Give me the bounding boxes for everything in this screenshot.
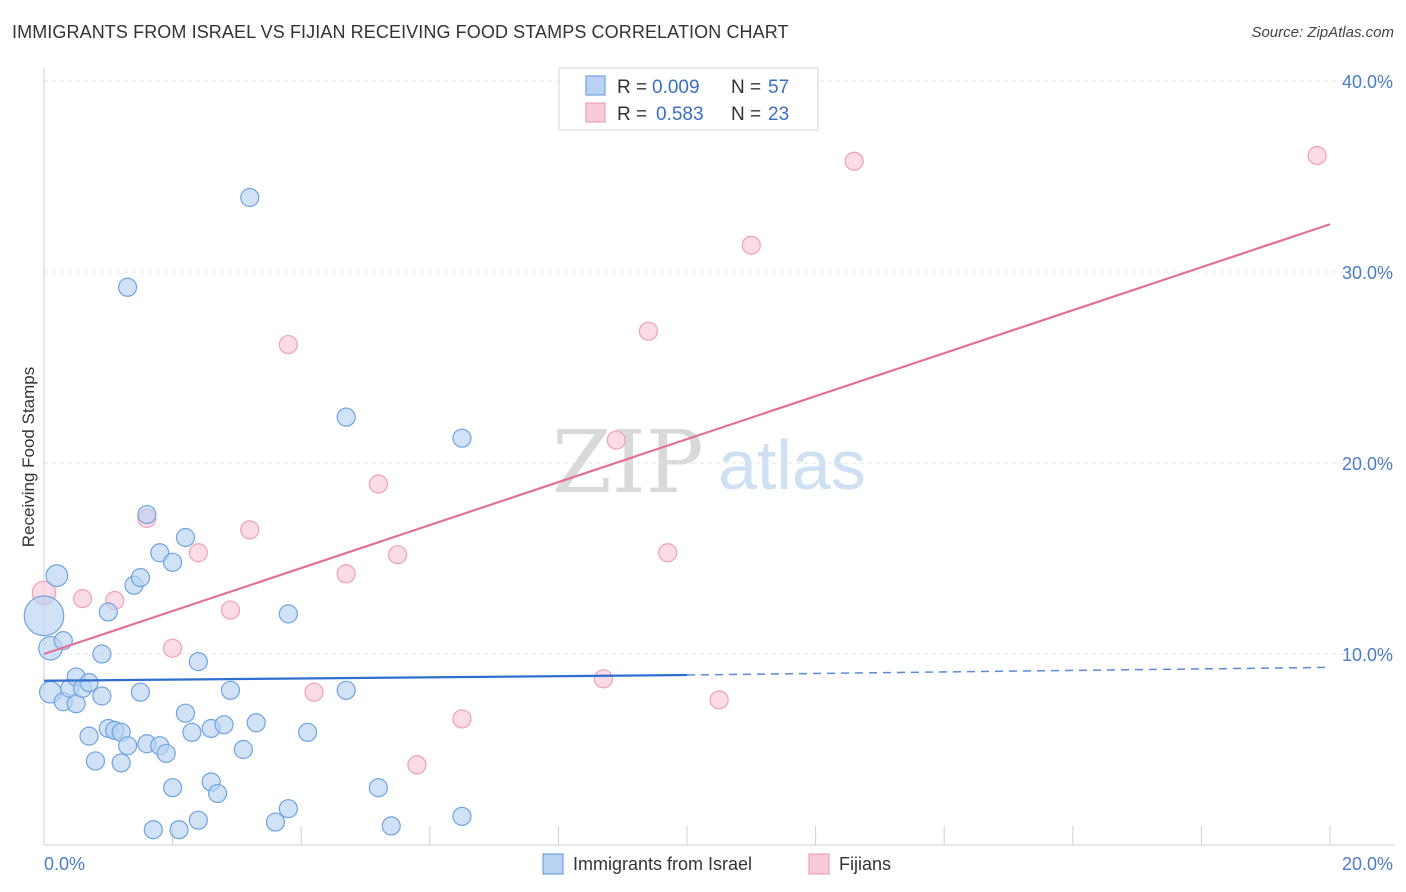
watermark-atlas: atlas xyxy=(718,426,866,504)
legend-swatch-fijians xyxy=(585,102,606,123)
fijian-trend-line xyxy=(43,223,1331,656)
israel-point xyxy=(208,783,228,804)
fijians-points xyxy=(31,145,1327,775)
fijian-point xyxy=(163,638,183,658)
israel-point xyxy=(214,715,234,735)
y-tick-labels: 10.0% 20.0% 30.0% 40.0% xyxy=(1342,72,1393,665)
israel-point xyxy=(150,543,170,563)
bottom-legend-swatch-fijians xyxy=(808,853,830,875)
axes xyxy=(43,68,1394,846)
israel-point xyxy=(278,604,298,624)
israel-point xyxy=(130,567,151,588)
fijian-point xyxy=(452,709,472,729)
fijian-point xyxy=(638,321,659,341)
israel-point xyxy=(92,644,112,664)
legend-r-label-israel: R = xyxy=(617,77,647,98)
israel-point xyxy=(233,739,253,760)
fijian-point xyxy=(709,690,729,710)
israel-point xyxy=(79,673,99,693)
legend-r-label-fijians: R = xyxy=(617,104,647,125)
israel-point xyxy=(111,753,131,773)
israel-trend-extension xyxy=(686,666,1331,676)
israel-points xyxy=(23,187,472,840)
israel-point xyxy=(92,686,112,706)
trend-lines xyxy=(43,223,1331,682)
israel-point xyxy=(246,713,266,733)
israel-point xyxy=(143,820,163,840)
grid-lines xyxy=(44,80,1394,655)
israel-point xyxy=(240,187,260,208)
legend-n-label-fijians: N = xyxy=(731,104,761,125)
legend-r-value-fijians: 0.583 xyxy=(656,104,704,125)
fijian-point xyxy=(606,430,626,450)
israel-point xyxy=(23,595,65,637)
fijian-point xyxy=(72,589,93,609)
israel-point xyxy=(117,277,138,297)
israel-point xyxy=(182,722,202,742)
fijian-point xyxy=(388,545,408,565)
israel-point xyxy=(220,680,241,700)
israel-point xyxy=(265,812,286,832)
fijian-point xyxy=(188,543,208,563)
x-tick-marks xyxy=(43,826,1331,845)
fijian-point xyxy=(741,235,761,255)
legend-n-label-israel: N = xyxy=(731,77,761,98)
fijian-point xyxy=(240,520,260,540)
israel-point xyxy=(175,527,196,548)
source-label: Source: ZipAtlas.com xyxy=(1251,24,1394,41)
x-tick-labels: 0.0% 20.0% xyxy=(44,854,1393,874)
fijian-point xyxy=(658,543,678,563)
israel-point xyxy=(156,743,176,763)
israel-point xyxy=(336,407,356,427)
israel-point xyxy=(130,682,151,702)
israel-point xyxy=(452,428,472,448)
israel-trend-line xyxy=(43,673,688,682)
israel-point xyxy=(188,810,208,830)
legend-n-value-fijians: 23 xyxy=(768,104,789,125)
bottom-legend-label-israel: Immigrants from Israel xyxy=(573,854,752,874)
israel-point xyxy=(368,778,388,798)
israel-point xyxy=(117,736,138,756)
israel-point xyxy=(85,751,106,771)
israel-point xyxy=(175,703,196,723)
x-tick-label: 20.0% xyxy=(1342,854,1393,874)
y-tick-label: 30.0% xyxy=(1342,263,1393,283)
israel-point xyxy=(98,602,118,622)
fijian-point xyxy=(220,600,241,620)
israel-point xyxy=(188,652,208,672)
stats-legend: R = 0.009 N = 57 R = 0.583 N = 23 xyxy=(558,67,819,131)
x-tick-label: 0.0% xyxy=(44,854,85,874)
israel-point xyxy=(381,816,401,836)
fijian-point xyxy=(336,564,356,584)
israel-point xyxy=(298,722,318,742)
legend-r-value-israel: 0.009 xyxy=(652,77,700,98)
fijian-point xyxy=(593,669,614,689)
chart-title: IMMIGRANTS FROM ISRAEL VS FIJIAN RECEIVI… xyxy=(12,22,789,42)
y-tick-label: 20.0% xyxy=(1342,454,1393,474)
israel-point xyxy=(79,726,99,746)
fijian-point xyxy=(1307,145,1327,166)
y-axis-title: Receiving Food Stamps xyxy=(19,367,38,547)
fijian-point xyxy=(368,474,388,494)
fijian-point xyxy=(407,755,427,775)
legend-n-value-israel: 57 xyxy=(768,77,789,98)
legend-swatch-israel xyxy=(585,75,606,96)
bottom-legend-swatch-israel xyxy=(542,853,564,875)
fijian-point xyxy=(278,334,298,355)
israel-point xyxy=(45,564,69,588)
israel-point xyxy=(137,504,157,525)
fijian-point xyxy=(844,151,864,171)
bottom-legend-label-fijians: Fijians xyxy=(839,854,891,874)
israel-point xyxy=(163,552,183,572)
israel-point xyxy=(169,820,189,840)
israel-point xyxy=(278,799,298,819)
israel-point xyxy=(163,778,183,798)
series-legend: Immigrants from Israel Fijians xyxy=(542,853,891,875)
fijian-point xyxy=(304,682,324,702)
israel-point xyxy=(336,680,356,700)
y-tick-label: 10.0% xyxy=(1342,645,1393,665)
israel-point xyxy=(452,806,472,826)
y-tick-label: 40.0% xyxy=(1342,72,1393,92)
